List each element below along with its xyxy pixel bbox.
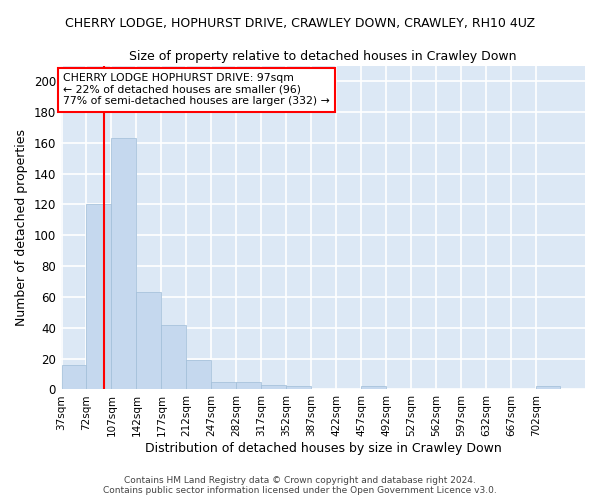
Bar — [112, 138, 136, 390]
Bar — [211, 382, 236, 390]
Bar — [236, 382, 261, 390]
Title: Size of property relative to detached houses in Crawley Down: Size of property relative to detached ho… — [129, 50, 517, 63]
Bar — [536, 386, 560, 390]
Text: CHERRY LODGE, HOPHURST DRIVE, CRAWLEY DOWN, CRAWLEY, RH10 4UZ: CHERRY LODGE, HOPHURST DRIVE, CRAWLEY DO… — [65, 18, 535, 30]
Text: Contains HM Land Registry data © Crown copyright and database right 2024.
Contai: Contains HM Land Registry data © Crown c… — [103, 476, 497, 495]
Bar — [136, 292, 161, 390]
Bar — [361, 386, 386, 390]
Bar — [286, 386, 311, 390]
Y-axis label: Number of detached properties: Number of detached properties — [15, 129, 28, 326]
Text: CHERRY LODGE HOPHURST DRIVE: 97sqm
← 22% of detached houses are smaller (96)
77%: CHERRY LODGE HOPHURST DRIVE: 97sqm ← 22%… — [63, 74, 329, 106]
Bar — [261, 385, 286, 390]
Bar — [161, 324, 186, 390]
X-axis label: Distribution of detached houses by size in Crawley Down: Distribution of detached houses by size … — [145, 442, 501, 455]
Bar — [62, 365, 86, 390]
Bar — [187, 360, 211, 390]
Bar — [86, 204, 111, 390]
